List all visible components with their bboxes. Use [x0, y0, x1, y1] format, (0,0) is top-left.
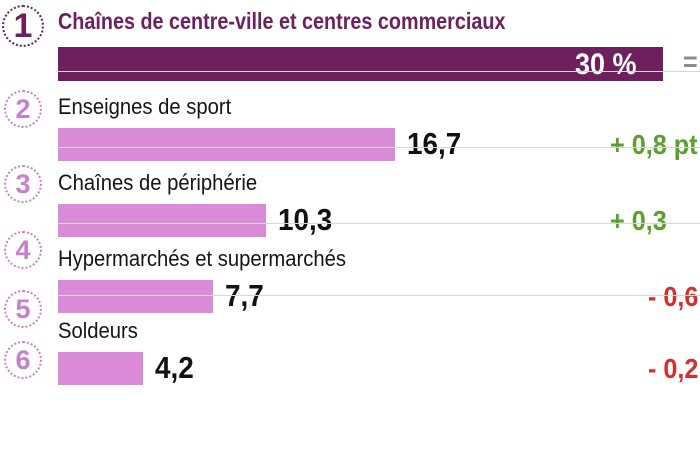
rank-badge-4: 4	[4, 231, 42, 269]
bar	[58, 280, 213, 313]
bar	[58, 204, 266, 237]
change-label: + 0,8 pt	[610, 129, 698, 160]
change-label: + 0,3	[610, 205, 667, 236]
rank-badge-1: 1	[2, 5, 44, 47]
value-label: 4,2	[155, 350, 194, 385]
value-label: 7,7	[225, 278, 264, 313]
bar	[58, 47, 663, 81]
category-label: Chaînes de centre-ville et centres comme…	[58, 8, 506, 34]
bar	[58, 352, 143, 385]
row-separator	[58, 295, 700, 296]
row-separator	[58, 147, 700, 148]
value-label: 30 %	[575, 48, 637, 81]
rank-badge-2: 2	[4, 90, 42, 128]
value-label: 10,3	[278, 202, 333, 237]
rank-badge-5: 5	[4, 290, 42, 328]
change-label: =	[683, 46, 698, 77]
bar	[58, 128, 395, 161]
row-separator	[58, 223, 700, 224]
value-label: 16,7	[407, 126, 462, 161]
change-label: - 0,6	[648, 281, 699, 312]
rank-badge-3: 3	[4, 165, 42, 203]
category-label: Enseignes de sport	[58, 94, 232, 119]
category-label: Soldeurs	[58, 318, 138, 343]
row-separator	[58, 71, 700, 72]
change-label: - 0,2	[648, 353, 699, 384]
rank-badge-6: 6	[4, 341, 42, 379]
category-label: Chaînes de périphérie	[58, 170, 258, 195]
category-label: Hypermarchés et supermarchés	[58, 246, 346, 271]
